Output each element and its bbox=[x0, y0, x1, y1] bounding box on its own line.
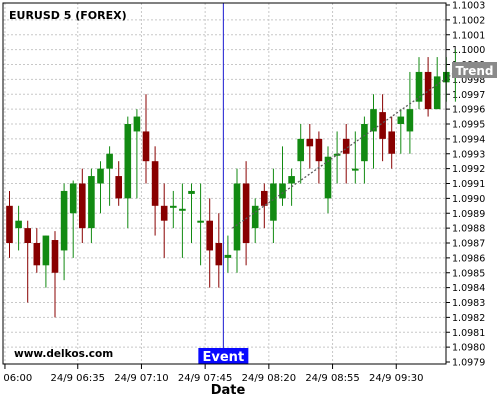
candle-body bbox=[297, 138, 304, 162]
candle-body bbox=[415, 71, 423, 102]
candle-body bbox=[270, 183, 277, 221]
candle-body bbox=[379, 112, 386, 139]
y-tick-label: 1.0998 bbox=[452, 75, 485, 86]
candle-body bbox=[115, 176, 122, 199]
y-tick-label: 1.0984 bbox=[452, 283, 485, 294]
y-tick-label: 1.0982 bbox=[452, 313, 485, 324]
y-tick-label: 1.0995 bbox=[452, 120, 485, 131]
y-tick-label: 1.0997 bbox=[452, 90, 485, 101]
candle-body bbox=[342, 138, 350, 154]
candle-body bbox=[251, 205, 259, 229]
y-tick-label: 1.1003 bbox=[452, 1, 485, 12]
x-axis-label: Date bbox=[211, 383, 246, 398]
candle-body bbox=[215, 243, 223, 266]
y-tick-label: 1.0991 bbox=[452, 179, 485, 190]
y-tick-label: 1.0989 bbox=[452, 209, 485, 220]
candle-body bbox=[170, 205, 177, 208]
y-tick-label: 1.0993 bbox=[452, 149, 485, 160]
y-tick-label: 1.0996 bbox=[452, 105, 485, 116]
candle-body bbox=[188, 190, 195, 194]
y-tick-label: 1.0980 bbox=[452, 343, 485, 354]
candle-body bbox=[197, 220, 204, 223]
x-tick-label: 24/9 08:55 bbox=[305, 373, 359, 384]
plot-frame bbox=[2, 2, 447, 365]
candle-body bbox=[60, 190, 68, 251]
candle-body bbox=[151, 161, 159, 206]
y-tick-label: 1.0990 bbox=[452, 194, 485, 205]
x-axis-ticks: 24/9 06:00 24/9 06:35 24/9 07:10 24/9 07:45… bbox=[0, 364, 423, 384]
y-tick-label: 1.0979 bbox=[452, 358, 485, 369]
chart-title: EURUSD 5 (FOREX) bbox=[9, 9, 127, 22]
candle-body bbox=[261, 190, 268, 206]
y-tick-label: 1.1001 bbox=[452, 30, 485, 41]
candle-body bbox=[79, 183, 86, 229]
candle-body bbox=[333, 153, 341, 156]
candle-body bbox=[388, 131, 395, 154]
y-tick-label: 1.0983 bbox=[452, 298, 485, 309]
candle-body bbox=[433, 76, 441, 110]
candle-body bbox=[306, 138, 314, 147]
candle-body bbox=[242, 183, 250, 243]
candle-body bbox=[124, 124, 132, 199]
x-tick-label: 24/9 07:45 bbox=[178, 373, 232, 384]
candle-body bbox=[6, 205, 13, 243]
candle-body bbox=[315, 138, 323, 162]
candle-body bbox=[206, 220, 213, 251]
candles bbox=[6, 49, 459, 318]
candle-body bbox=[370, 109, 377, 132]
candle-body bbox=[224, 254, 232, 258]
candle-body bbox=[24, 228, 31, 243]
x-tick-label: 24/9 07:10 bbox=[114, 373, 168, 384]
candle-body bbox=[88, 176, 95, 229]
y-tick-label: 1.0988 bbox=[452, 224, 485, 235]
candle-body bbox=[33, 243, 41, 266]
x-tick-label: 24/9 08:20 bbox=[242, 373, 296, 384]
event-label-box bbox=[198, 348, 249, 364]
y-tick-label: 1.0992 bbox=[452, 164, 485, 175]
x-tick-label: 24/9 09:30 bbox=[369, 373, 423, 384]
y-tick-label: 1.0986 bbox=[452, 253, 485, 264]
trend-label: Trend bbox=[455, 64, 493, 78]
candle-body bbox=[133, 116, 141, 132]
y-axis-ticks: 1.0979 1.0980 1.0981 1.0982 1.0983 1.0984 1.09… bbox=[446, 1, 485, 369]
candle-body bbox=[233, 183, 241, 251]
candle-body bbox=[142, 131, 150, 162]
candle-body bbox=[352, 168, 359, 171]
candle-body bbox=[42, 235, 50, 266]
event-label: Event bbox=[203, 350, 245, 365]
y-tick-label: 1.1002 bbox=[452, 15, 485, 26]
candle-body bbox=[15, 220, 22, 229]
candle-body bbox=[160, 205, 168, 221]
y-tick-label: 1.0994 bbox=[452, 134, 485, 145]
trend-line bbox=[232, 71, 456, 229]
candle-body bbox=[406, 109, 414, 132]
watermark: www.delkos.com bbox=[14, 348, 113, 360]
candle-body bbox=[106, 153, 113, 169]
candle-body bbox=[279, 183, 286, 199]
candle-body bbox=[51, 240, 59, 273]
candle-body bbox=[324, 156, 332, 199]
x-tick-label: 24/9 06:35 bbox=[51, 373, 105, 384]
y-tick-label: 1.0981 bbox=[452, 328, 485, 339]
candle-body bbox=[97, 168, 104, 184]
candle-body bbox=[397, 116, 405, 124]
candle-body bbox=[179, 208, 186, 211]
y-tick-label: 1.0985 bbox=[452, 268, 485, 279]
y-tick-label: 1.0987 bbox=[452, 239, 485, 250]
x-tick-label: 24/9 06:00 bbox=[0, 373, 32, 384]
grid bbox=[3, 3, 446, 364]
y-tick-label: 1.1000 bbox=[452, 45, 485, 56]
overlay: Trend Event bbox=[198, 3, 497, 365]
candle-body bbox=[288, 176, 295, 184]
candle-body bbox=[361, 124, 368, 162]
candle-body bbox=[424, 71, 432, 110]
trend-label-box bbox=[452, 62, 497, 78]
candle-body bbox=[69, 183, 77, 214]
